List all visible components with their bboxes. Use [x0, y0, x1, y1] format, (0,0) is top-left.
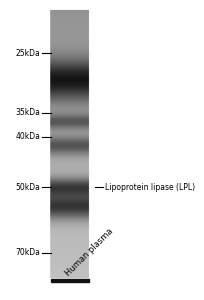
- Text: 35kDa: 35kDa: [15, 108, 40, 117]
- Bar: [51, 279, 89, 282]
- Text: 25kDa: 25kDa: [15, 49, 40, 58]
- Text: Human plasma: Human plasma: [64, 226, 115, 278]
- Text: 40kDa: 40kDa: [15, 132, 40, 141]
- Text: 50kDa: 50kDa: [15, 183, 40, 192]
- Text: Lipoprotein lipase (LPL): Lipoprotein lipase (LPL): [105, 183, 195, 192]
- Text: 70kDa: 70kDa: [15, 248, 40, 257]
